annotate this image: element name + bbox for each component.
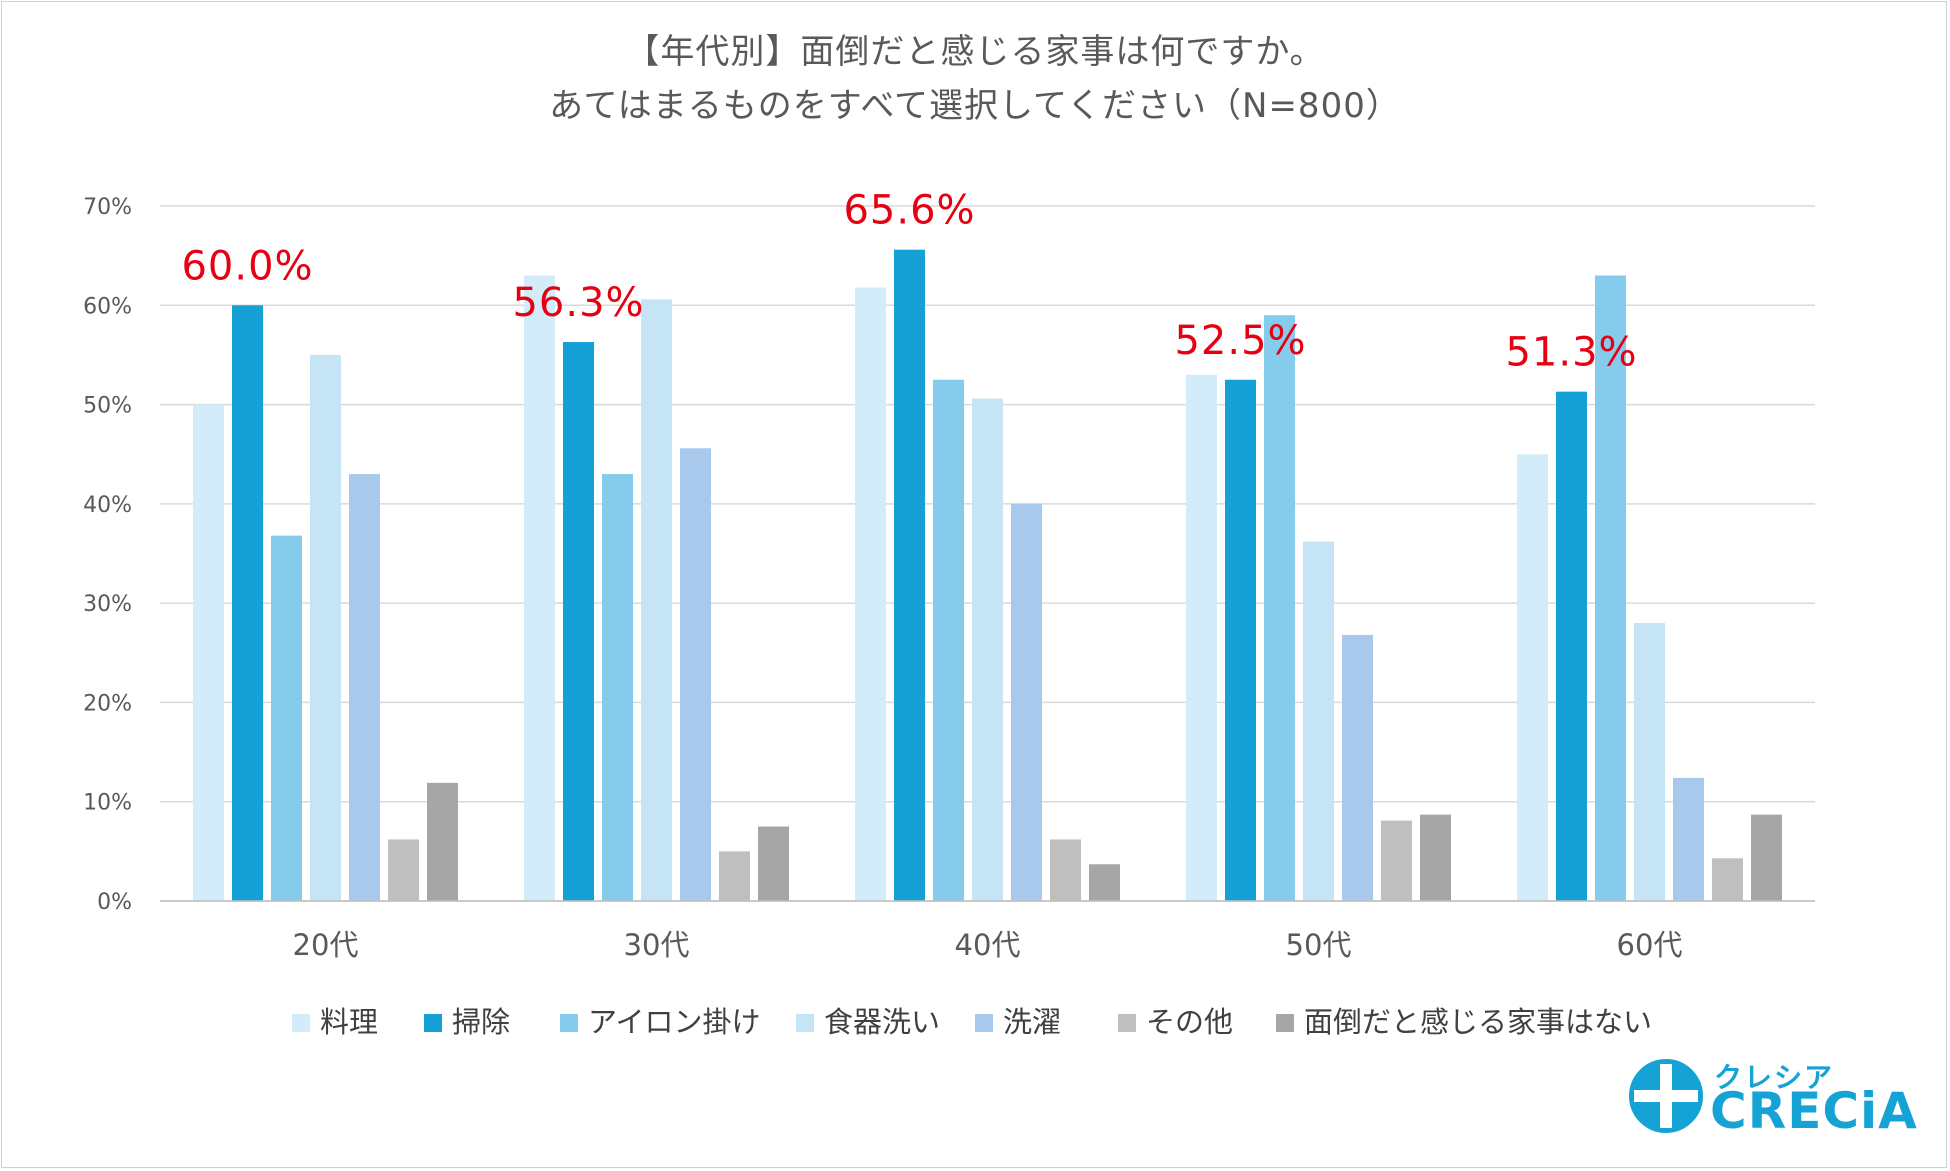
bar xyxy=(563,342,594,901)
bar xyxy=(933,379,964,901)
legend-label: 掃除 xyxy=(452,1005,510,1039)
crecia-logo: クレシア CRECiA xyxy=(1626,1056,1926,1146)
bar xyxy=(758,826,789,901)
y-tick-label: 40% xyxy=(83,493,132,518)
crecia-logo-icon xyxy=(1629,1059,1703,1133)
y-tick-label: 0% xyxy=(97,890,132,915)
bar xyxy=(1225,379,1256,901)
legend-swatch xyxy=(560,1014,578,1032)
x-tick-label: 30代 xyxy=(624,928,690,962)
legend-label: 面倒だと感じる家事はない xyxy=(1304,1005,1652,1039)
y-tick-label: 70% xyxy=(83,195,132,220)
data-label: 51.3% xyxy=(1505,330,1637,376)
bar xyxy=(641,299,672,901)
bar xyxy=(388,839,419,901)
legend-swatch xyxy=(975,1014,993,1032)
bar xyxy=(1264,315,1295,901)
chart-title-line1: 【年代別】面倒だと感じる家事は何ですか。 xyxy=(625,32,1325,72)
data-label: 52.5% xyxy=(1174,318,1306,364)
legend-swatch xyxy=(796,1014,814,1032)
legend-swatch xyxy=(1276,1014,1294,1032)
bar xyxy=(1011,503,1042,901)
bar xyxy=(1751,814,1782,901)
bar xyxy=(719,851,750,901)
bar xyxy=(310,354,341,901)
bar xyxy=(894,249,925,901)
logo-text-brand: CRECiA xyxy=(1710,1082,1918,1140)
bar xyxy=(1595,275,1626,901)
legend-swatch xyxy=(1118,1014,1136,1032)
x-tick-label: 20代 xyxy=(293,928,359,962)
bar xyxy=(1712,858,1743,901)
chart-title-line2: あてはまるものをすべて選択してください（N=800） xyxy=(549,86,1401,126)
y-tick-label: 10% xyxy=(83,791,132,816)
legend-label: 食器洗い xyxy=(824,1005,940,1039)
legend-swatch xyxy=(424,1014,442,1032)
data-label: 56.3% xyxy=(512,280,644,326)
logo-text-katakana: クレシア xyxy=(1714,1061,1835,1094)
bar xyxy=(524,275,555,901)
data-label: 65.6% xyxy=(843,188,975,234)
bar xyxy=(1186,374,1217,901)
bar xyxy=(1342,634,1373,901)
bar xyxy=(427,782,458,901)
y-tick-label: 20% xyxy=(83,691,132,716)
bar xyxy=(1303,541,1334,901)
x-tick-label: 40代 xyxy=(955,928,1021,962)
bar xyxy=(972,398,1003,901)
bar xyxy=(271,535,302,901)
bar xyxy=(1634,623,1665,901)
bar xyxy=(1517,454,1548,901)
legend-swatch xyxy=(292,1014,310,1032)
bar xyxy=(680,448,711,901)
bar xyxy=(1420,814,1451,901)
legend-label: 料理 xyxy=(320,1005,378,1039)
x-tick-label: 60代 xyxy=(1617,928,1683,962)
y-tick-label: 60% xyxy=(83,294,132,319)
bar xyxy=(1556,391,1587,901)
bar xyxy=(602,474,633,901)
y-tick-label: 50% xyxy=(83,394,132,419)
bar xyxy=(232,305,263,901)
bar xyxy=(1381,820,1412,901)
bar xyxy=(855,287,886,901)
legend-label: アイロン掛け xyxy=(588,1005,761,1039)
legend-label: その他 xyxy=(1146,1005,1233,1039)
y-tick-label: 30% xyxy=(83,592,132,617)
bar xyxy=(1050,839,1081,901)
data-label: 60.0% xyxy=(181,243,313,289)
bar xyxy=(193,404,224,901)
bar xyxy=(1673,777,1704,901)
x-tick-label: 50代 xyxy=(1286,928,1352,962)
legend-label: 洗濯 xyxy=(1003,1005,1061,1039)
bar xyxy=(349,474,380,901)
bar xyxy=(1089,864,1120,901)
